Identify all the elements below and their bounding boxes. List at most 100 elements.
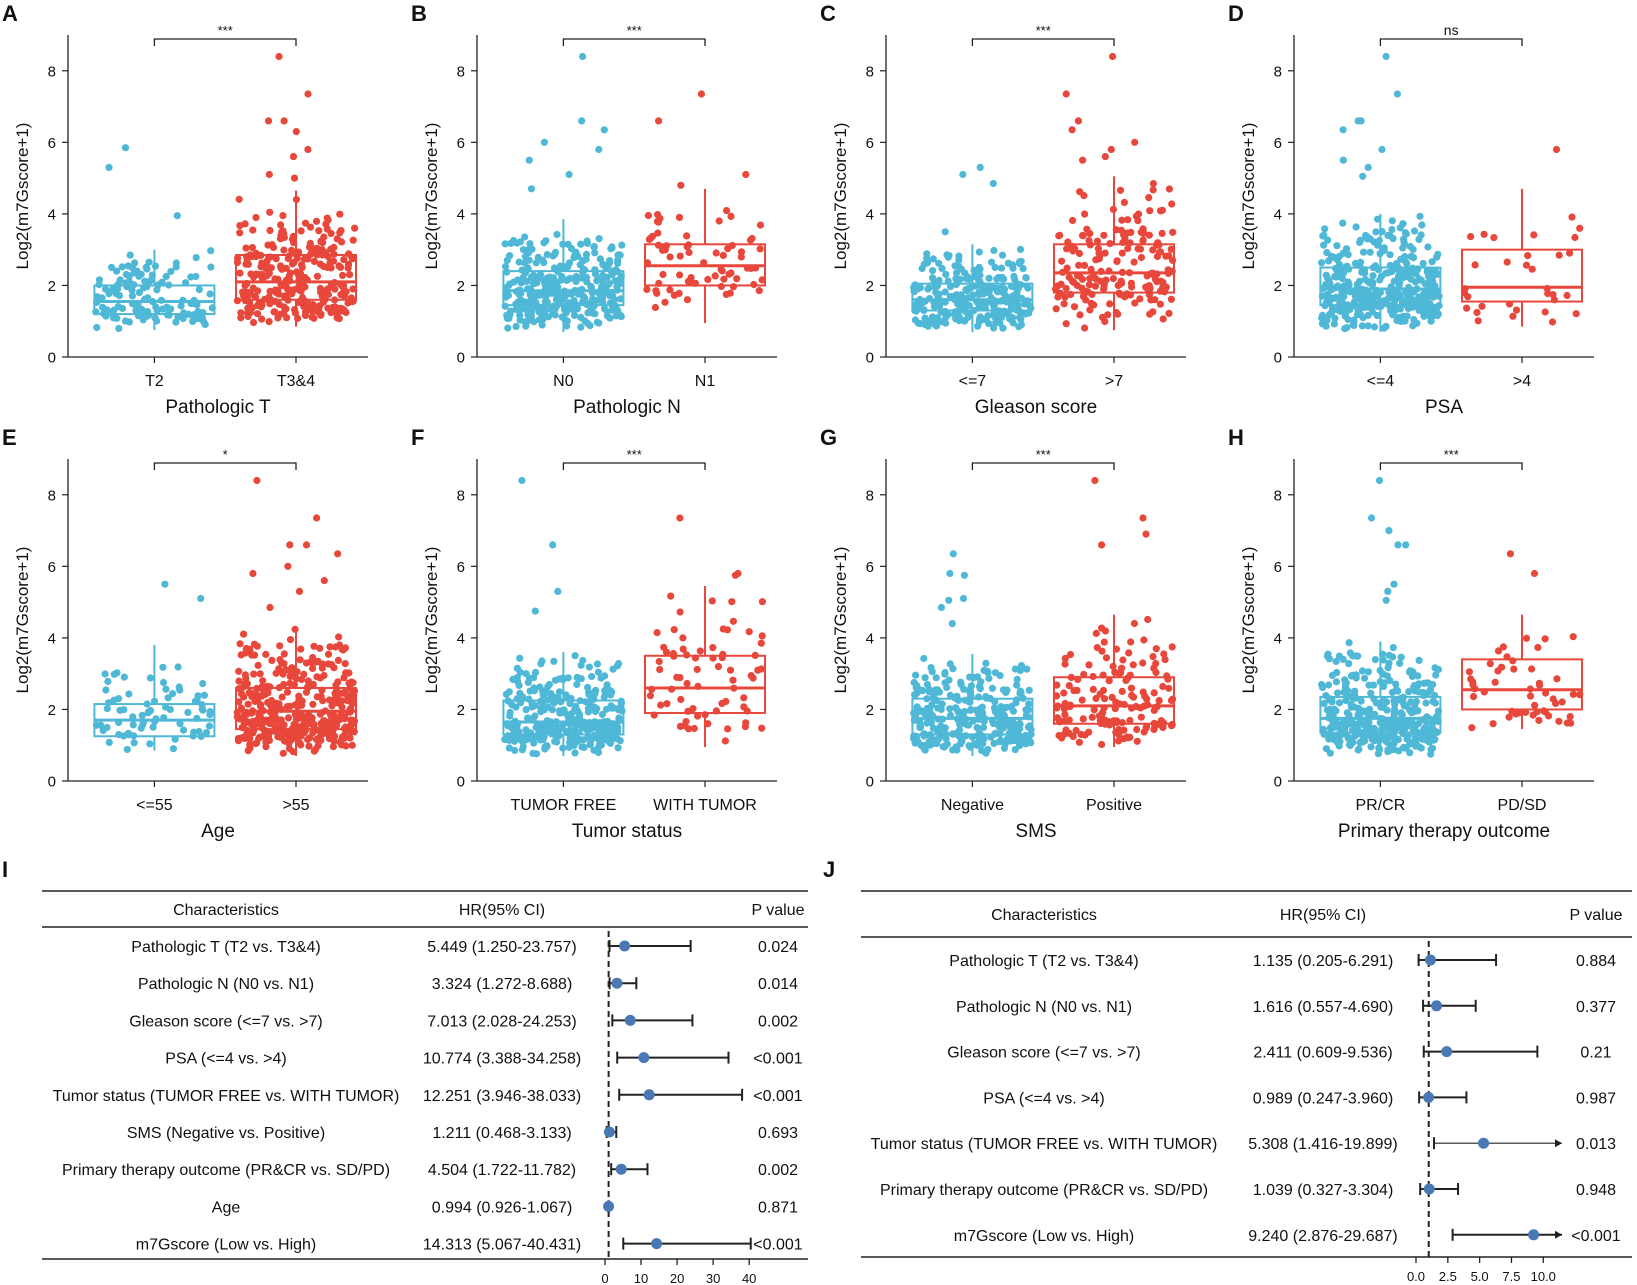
data-point [1126, 239, 1134, 247]
data-point [942, 270, 950, 278]
data-point [548, 706, 557, 714]
data-point [158, 305, 167, 313]
data-point [330, 664, 338, 672]
data-point [246, 740, 254, 749]
data-point [336, 210, 344, 218]
data-point [1388, 217, 1396, 225]
data-point [1572, 310, 1580, 318]
panel-letter: I [2, 857, 8, 882]
data-point [749, 674, 757, 682]
data-point [276, 656, 284, 664]
data-point [1405, 688, 1413, 696]
data-point [1396, 279, 1404, 287]
data-point [1386, 232, 1394, 240]
data-point [679, 634, 687, 642]
data-point [501, 240, 509, 248]
data-point [336, 641, 344, 649]
data-point [1062, 284, 1070, 293]
data-point [614, 307, 622, 315]
data-point [675, 289, 683, 297]
data-point [1566, 713, 1574, 721]
data-point [1118, 216, 1126, 224]
data-point [199, 680, 207, 688]
data-point [655, 657, 663, 666]
data-point [310, 642, 318, 650]
data-point [676, 271, 684, 279]
data-point [349, 679, 357, 687]
data-point [1505, 713, 1513, 721]
data-point [603, 681, 611, 689]
data-point [1165, 309, 1173, 317]
outlier-point [949, 550, 957, 558]
data-point [274, 728, 282, 736]
data-point [1318, 320, 1326, 328]
data-point [335, 262, 343, 270]
data-point [1318, 259, 1326, 267]
data-point [1568, 213, 1576, 221]
y-tick-label: 6 [1274, 135, 1282, 152]
data-point [1469, 678, 1477, 686]
data-point [1400, 254, 1408, 262]
data-point [912, 671, 920, 679]
data-point [719, 625, 727, 633]
data-point [929, 724, 938, 732]
data-point [1145, 231, 1153, 239]
data-point [1090, 301, 1098, 309]
data-point [1347, 700, 1355, 709]
data-point [676, 722, 685, 731]
data-point [933, 314, 942, 322]
data-point [942, 733, 950, 741]
data-point [1349, 739, 1357, 747]
data-point [991, 299, 999, 307]
data-point [956, 275, 964, 283]
row-label: Tumor status (TUMOR FREE vs. WITH TUMOR) [53, 1088, 400, 1105]
data-point [237, 734, 245, 742]
data-point [1367, 743, 1375, 751]
data-point [959, 710, 967, 718]
data-point [312, 658, 320, 666]
data-point [571, 749, 579, 757]
data-point [757, 639, 765, 647]
outlier-point [1382, 52, 1390, 61]
data-point [236, 640, 244, 648]
hr-point [603, 1200, 615, 1212]
data-point [582, 255, 590, 263]
ci-arrow [1555, 1230, 1562, 1239]
data-point [1324, 650, 1332, 658]
data-point [236, 269, 244, 277]
outlier-point [1367, 514, 1376, 522]
data-point [993, 288, 1002, 296]
data-point [596, 255, 604, 263]
outlier-point [266, 603, 274, 612]
data-point [953, 269, 961, 277]
outlier-point [948, 620, 956, 628]
data-point [1100, 231, 1108, 239]
data-point [1356, 258, 1365, 266]
outlier-point [1394, 541, 1402, 549]
data-point [1160, 650, 1168, 658]
data-point [248, 651, 256, 659]
x-tick-label: PR/CR [1356, 797, 1406, 814]
outlier-point [1390, 580, 1398, 588]
data-point [320, 671, 328, 680]
data-point [1384, 746, 1392, 754]
data-point [310, 720, 318, 728]
row-p-value: <0.001 [753, 1088, 802, 1105]
x-tick-label: 30 [706, 1271, 720, 1285]
data-point [1318, 311, 1327, 319]
data-point [964, 273, 972, 281]
row-hr-text: 14.313 (5.067-40.431) [423, 1237, 581, 1254]
data-point [326, 643, 334, 651]
data-point [1352, 223, 1360, 231]
data-point [503, 314, 511, 322]
data-point [1333, 294, 1341, 303]
data-point [1345, 281, 1353, 289]
data-point [547, 723, 555, 732]
data-point [1397, 709, 1405, 717]
data-point [1382, 269, 1390, 277]
data-point [348, 741, 356, 749]
outlier-point [937, 603, 946, 612]
x-tick-label: PD/SD [1498, 797, 1547, 814]
data-point [569, 739, 577, 747]
data-point [113, 314, 121, 322]
